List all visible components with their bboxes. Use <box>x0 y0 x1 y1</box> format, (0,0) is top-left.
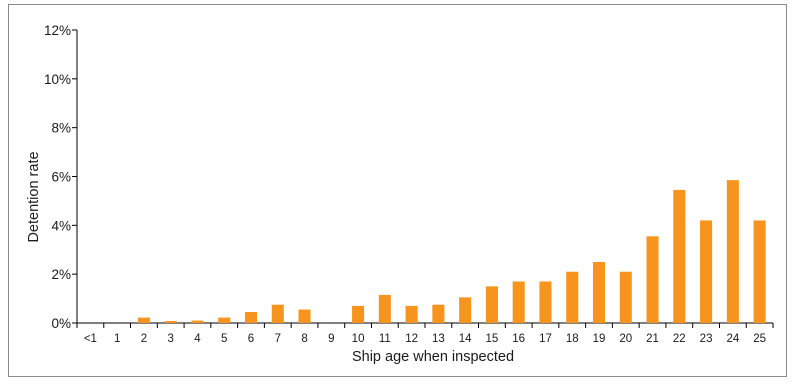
bar <box>432 304 445 323</box>
x-tick-label: 3 <box>167 333 173 345</box>
bar <box>298 309 311 323</box>
x-axis: <1 1 2 3 4 5 6 7 8 9 10 11 12 13 14 15 16 17 18 19 20 21 22 23 2… <box>76 322 774 345</box>
bar <box>352 305 365 323</box>
bar <box>512 281 525 323</box>
bar <box>218 317 231 323</box>
x-tick-label: 4 <box>194 333 201 345</box>
bar <box>700 220 713 323</box>
bar <box>539 281 552 323</box>
x-tick-label: 5 <box>221 333 227 345</box>
y-axis-title: Detention rate <box>26 151 42 242</box>
x-tick-label: 2 <box>141 333 147 345</box>
x-tick-label: <1 <box>84 333 97 345</box>
x-tick-label: 14 <box>459 333 472 345</box>
x-tick-label: 10 <box>352 333 365 345</box>
bar <box>191 320 204 323</box>
bar <box>271 304 284 323</box>
y-tick-label: 4% <box>51 218 71 233</box>
x-tick-label: 19 <box>593 333 606 345</box>
x-tick-label: 17 <box>539 333 552 345</box>
x-tick-label: 25 <box>753 333 766 345</box>
x-tick-label: 21 <box>646 333 659 345</box>
x-tick-label: 11 <box>379 333 391 345</box>
bars <box>137 180 766 323</box>
bar <box>459 297 472 323</box>
x-tick-label: 9 <box>328 333 334 345</box>
x-tick-label: 7 <box>275 333 281 345</box>
y-tick-label: 12% <box>44 23 71 38</box>
bar <box>592 261 606 323</box>
x-axis-title: Ship age when inspected <box>352 349 514 365</box>
y-tick-label: 6% <box>51 170 71 185</box>
bar <box>244 312 258 323</box>
x-tick-label: 20 <box>619 333 632 345</box>
bar <box>753 220 766 323</box>
bar <box>673 189 686 323</box>
x-tick-label: 1 <box>114 333 120 345</box>
bar <box>726 180 739 323</box>
y-tick-label: 10% <box>44 72 71 87</box>
bar <box>137 317 150 323</box>
x-tick-label: 16 <box>512 333 525 345</box>
x-tick-label: 8 <box>301 333 307 345</box>
y-axis: 0% 2% 4% 6% 8% 10% 12% <box>44 23 78 331</box>
x-tick-label: 23 <box>700 333 713 345</box>
bar <box>566 271 579 323</box>
y-tick-label: 0% <box>51 316 71 331</box>
x-tick-label: 24 <box>726 333 739 345</box>
x-tick-label: 22 <box>673 333 686 345</box>
y-tick-label: 2% <box>51 267 71 282</box>
bar <box>619 271 632 323</box>
bar <box>164 321 177 323</box>
bar <box>405 305 418 323</box>
x-tick-label: 18 <box>566 333 579 345</box>
x-tick-label: 15 <box>486 333 499 345</box>
bar <box>485 286 498 323</box>
x-tick-label: 12 <box>405 333 418 345</box>
x-tick-label: 13 <box>432 333 445 345</box>
y-tick-label: 8% <box>51 121 71 136</box>
bar <box>646 236 659 323</box>
x-tick-label: 6 <box>248 333 254 345</box>
bar <box>378 294 391 323</box>
